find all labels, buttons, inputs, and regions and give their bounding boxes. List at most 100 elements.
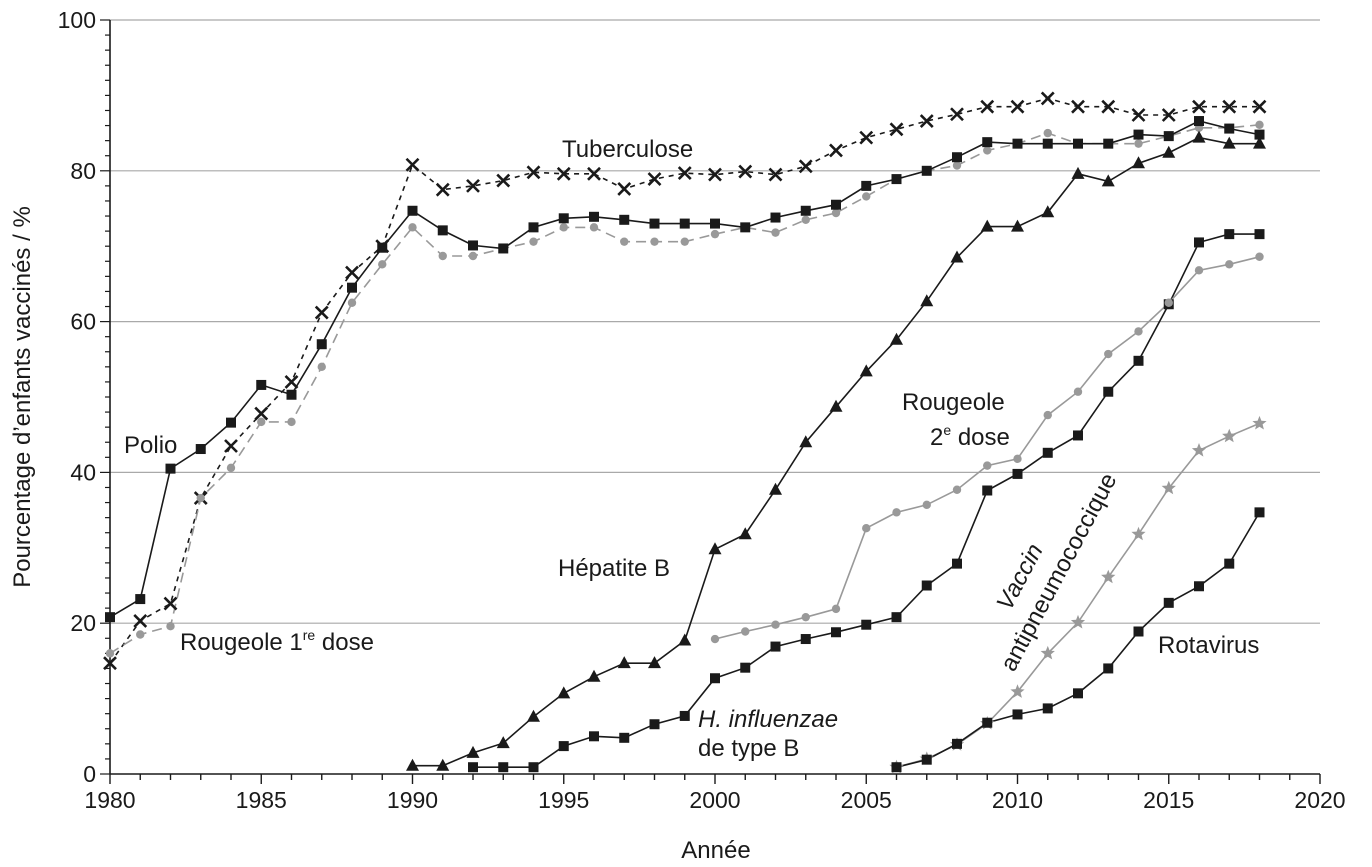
data-point-tuberculose — [829, 143, 843, 158]
data-point-hepatite — [1041, 205, 1055, 218]
x-tick-label-1985: 1985 — [236, 787, 287, 813]
x-tick-label-2010: 2010 — [992, 787, 1043, 813]
data-point-rotavirus — [1224, 558, 1235, 569]
data-point-tuberculose — [617, 181, 632, 196]
data-point-rougeole2 — [741, 627, 750, 636]
data-point-rougeole1 — [680, 237, 689, 246]
label-rougeole-2e-num: 2 — [930, 424, 943, 451]
data-point-tuberculose — [526, 165, 541, 180]
data-point-hib — [558, 741, 569, 752]
data-point-pneumo — [1131, 526, 1146, 541]
data-point-pneumo — [1191, 443, 1207, 457]
data-point-hib — [1073, 430, 1083, 441]
data-point-polio — [377, 242, 388, 253]
data-point-rougeole1 — [620, 237, 629, 246]
data-point-hepatite — [769, 482, 782, 495]
data-point-tuberculose — [254, 406, 269, 421]
data-point-hepatite — [1011, 219, 1024, 232]
x-tick-label-2020: 2020 — [1294, 787, 1345, 813]
data-point-hib — [1254, 229, 1265, 240]
data-point-polio — [619, 214, 630, 225]
x-tick-label-2015: 2015 — [1143, 787, 1194, 813]
data-point-hepatite — [980, 219, 994, 232]
data-point-polio — [407, 205, 418, 216]
data-point-pneumo — [1101, 569, 1116, 584]
label-rougeole-2e-dose: 2e dose — [930, 422, 1010, 451]
data-point-rougeole2 — [983, 461, 992, 470]
data-point-rougeole1 — [952, 161, 962, 170]
data-point-pneumo — [1222, 428, 1237, 443]
data-point-hepatite — [527, 709, 540, 722]
series-markers-hepatite — [406, 130, 1266, 771]
data-point-rotavirus — [891, 762, 902, 773]
data-point-tuberculose — [587, 166, 601, 181]
data-point-hib — [1194, 237, 1204, 248]
data-point-rougeole1 — [862, 192, 871, 201]
data-point-polio — [861, 180, 872, 191]
data-point-rougeole2 — [1104, 349, 1113, 359]
data-point-polio — [437, 225, 448, 236]
label-rougeole-1re-dose-main: Rougeole 1 — [180, 629, 303, 656]
data-point-tuberculose — [768, 167, 783, 182]
data-point-rougeole1 — [771, 228, 780, 237]
series-markers-rougeole1 — [105, 120, 1264, 658]
data-point-hib — [831, 627, 841, 638]
data-point-rougeole2 — [1164, 298, 1173, 307]
data-point-tuberculose — [1161, 108, 1176, 122]
data-point-polio — [589, 211, 599, 222]
data-point-rougeole1 — [1255, 120, 1264, 130]
data-point-rotavirus — [1194, 581, 1204, 592]
data-point-rotavirus — [1254, 507, 1265, 518]
data-point-rougeole1 — [983, 146, 992, 155]
data-point-polio — [952, 152, 962, 163]
data-point-rougeole1 — [1134, 139, 1143, 148]
tick-marks — [100, 19, 1321, 784]
data-point-hepatite — [1253, 136, 1266, 149]
data-point-rougeole2 — [1194, 266, 1204, 275]
data-point-rougeole1 — [257, 417, 266, 427]
data-point-rougeole2 — [1043, 410, 1052, 420]
data-point-tuberculose — [1101, 99, 1116, 114]
series-markers-rotavirus — [891, 507, 1265, 773]
data-point-rougeole1 — [1043, 128, 1052, 138]
data-point-tuberculose — [708, 167, 722, 182]
data-point-polio — [1073, 138, 1083, 149]
data-point-tuberculose — [1252, 99, 1267, 114]
label-de-type-b: de type B — [698, 735, 799, 762]
data-point-tuberculose — [133, 614, 148, 628]
series-lines — [109, 97, 1261, 769]
label-rougeole-2e-line1: Rougeole — [902, 389, 1005, 416]
data-point-polio — [921, 165, 932, 176]
data-point-polio — [286, 389, 297, 400]
data-point-rougeole1 — [287, 417, 296, 427]
data-point-rougeole1 — [378, 260, 387, 269]
data-point-tuberculose — [224, 439, 238, 453]
data-point-polio — [1194, 116, 1204, 127]
data-point-tuberculose — [435, 182, 450, 197]
data-point-hepatite — [678, 633, 692, 646]
data-point-polio — [1042, 138, 1053, 149]
data-point-hepatite — [617, 656, 631, 669]
data-point-rougeole2 — [892, 508, 901, 517]
data-point-tuberculose — [859, 130, 874, 145]
data-point-hib — [800, 634, 811, 645]
data-point-hepatite — [1192, 130, 1206, 143]
data-point-hib — [589, 731, 599, 742]
data-point-hepatite — [587, 669, 601, 682]
data-point-hepatite — [890, 332, 903, 345]
data-point-rougeole1 — [438, 251, 447, 261]
data-point-rougeole1 — [317, 362, 326, 372]
x-tick-label-1995: 1995 — [538, 787, 589, 813]
data-point-polio — [347, 282, 357, 293]
data-point-rougeole2 — [862, 523, 871, 533]
data-point-hepatite — [859, 364, 873, 377]
data-point-tuberculose — [496, 173, 511, 188]
data-point-hepatite — [829, 399, 843, 412]
data-point-pneumo — [1040, 645, 1055, 660]
data-point-rougeole1 — [650, 237, 659, 246]
data-point-pneumo — [1161, 480, 1176, 495]
data-point-hib — [468, 762, 478, 773]
data-point-tuberculose — [1131, 108, 1146, 122]
series-markers — [103, 91, 1267, 774]
y-tick-label-80: 80 — [70, 158, 96, 184]
